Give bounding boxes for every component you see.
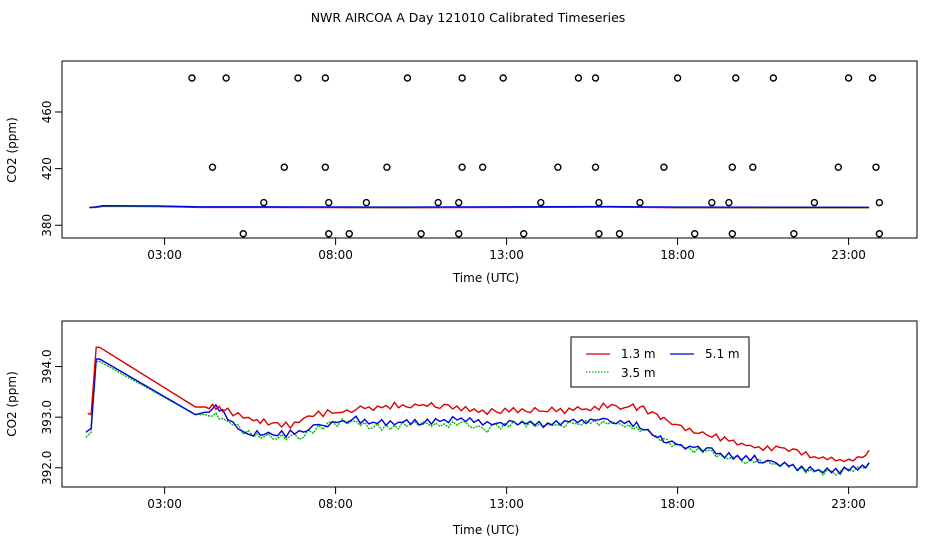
upper-x-label: Time (UTC) [452,271,519,285]
scatter-point [749,163,757,171]
lower-line-3-5-m [85,360,870,477]
scatter-point [325,230,333,238]
scatter-point [591,74,600,82]
legend-box [570,336,750,388]
upper-plot-frame [61,60,918,239]
scatter-point [591,163,600,171]
upper-y-axis: 380 420 460 [40,101,63,237]
scatter-point [280,163,288,171]
lower-x-label: Time (UTC) [452,523,519,537]
scatter-point [810,198,819,207]
top-x-tick-label: 08:00 [318,248,353,262]
scatter-point [554,163,562,171]
scatter-point [520,230,528,238]
scatter-point [383,163,391,171]
lower-x-axis: 03:00 08:00 13:00 18:00 23:00 [147,486,866,511]
scatter-point [455,198,463,207]
top-y-tick-label: 420 [40,157,54,180]
top-x-tick-label: 03:00 [147,248,182,262]
scatter-point [595,198,603,207]
bot-x-tick-label: 03:00 [147,497,182,511]
scatter-point [294,74,302,82]
scatter-point [537,198,545,207]
top-x-tick-label: 18:00 [660,248,695,262]
scatter-point [434,198,442,207]
upper-scatter-points [188,74,884,238]
scatter-point [660,163,668,171]
bot-y-tick-label: 394.0 [40,349,54,383]
lower-y-axis: 392.0 393.0 394.0 [40,349,63,485]
upper-y-label: CO2 (ppm) [5,117,19,183]
top-x-tick-label: 23:00 [831,248,866,262]
bot-x-tick-label: 18:00 [660,497,695,511]
scatter-point [574,74,583,82]
legend-label-1-3m: 1.3 m [621,347,656,361]
top-y-tick-label: 460 [40,101,54,124]
scatter-point [222,74,230,82]
figure-title: NWR AIRCOA A Day 121010 Calibrated Times… [311,10,626,25]
scatter-point [636,198,644,207]
scatter-point [790,230,798,238]
scatter-point [458,163,466,171]
scatter-point [208,163,217,171]
scatter-point [834,163,843,171]
legend-label-3-5m: 3.5 m [621,366,656,380]
scatter-point [615,230,624,238]
bot-y-tick-label: 393.0 [40,400,54,434]
lower-line-5-1-m [85,358,870,476]
top-x-tick-label: 13:00 [489,248,524,262]
scatter-point [691,230,699,238]
scatter-point [188,74,196,82]
bot-x-tick-label: 23:00 [831,497,866,511]
scatter-point [362,198,371,207]
top-y-tick-label: 380 [40,214,54,237]
scatter-point [769,74,778,82]
scatter-point [478,163,487,171]
scatter-point [458,74,466,82]
bot-x-tick-label: 13:00 [489,497,524,511]
scatter-point [595,230,603,238]
scatter-point [417,230,425,238]
scatter-point [325,198,333,207]
scatter-point [321,163,330,171]
scatter-point [499,74,507,82]
scatter-point [868,74,877,82]
scatter-point [732,74,740,82]
scatter-point [725,198,733,207]
scatter-point [844,74,853,82]
lower-series-lines [85,346,870,477]
scatter-point [455,230,463,238]
scatter-point [875,230,884,238]
upper-panel: 03:00 08:00 13:00 18:00 23:00 380 420 460 Time… [5,60,918,285]
scatter-point [708,198,716,207]
upper-x-axis: 03:00 08:00 13:00 18:00 23:00 [147,237,866,262]
upper-line-5-1-m [89,204,870,209]
scatter-point [321,74,330,82]
scatter-point [673,74,682,82]
bot-x-tick-label: 08:00 [318,497,353,511]
scatter-point [403,74,412,82]
scatter-point [260,198,268,207]
scatter-point [345,230,353,238]
scatter-point [872,163,880,171]
legend: 1.3 m 5.1 m 3.5 m [570,336,750,388]
scatter-point [728,230,737,238]
scatter-point [728,163,737,171]
lower-line-1-3-m [87,346,870,463]
scatter-point [875,198,884,207]
legend-label-5-1m: 5.1 m [705,347,740,361]
lower-y-label: CO2 (ppm) [5,371,19,437]
scatter-point [239,230,247,238]
upper-series-lines [89,204,870,209]
lower-panel: 03:00 08:00 13:00 18:00 23:00 392.0 393.0 394.… [5,320,918,537]
bot-y-tick-label: 392.0 [40,451,54,485]
